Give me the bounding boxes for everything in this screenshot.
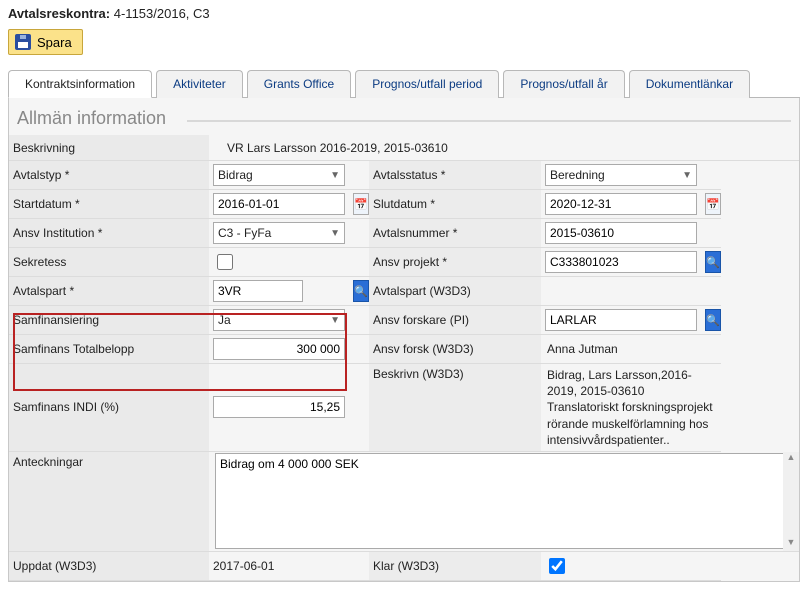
- avtalsnummer-input[interactable]: [545, 222, 697, 244]
- tab-prognos-ar[interactable]: Prognos/utfall år: [503, 70, 624, 98]
- search-icon[interactable]: 🔍: [705, 309, 721, 331]
- ansv-forsk-w3d3-value: Anna Jutman: [541, 335, 701, 364]
- ansv-forskare-label: Ansv forskare (PI): [369, 306, 541, 335]
- ansv-projekt-label: Ansv projekt *: [369, 248, 541, 277]
- beskrivning-value: VR Lars Larsson 2016-2019, 2015-03610: [209, 135, 799, 161]
- samfinansiering-label: Samfinansiering: [9, 306, 209, 335]
- beskrivn-w3d3-value: Bidrag, Lars Larsson,2016-2019, 2015-036…: [541, 364, 721, 452]
- tab-grants-office[interactable]: Grants Office: [247, 70, 351, 98]
- section-title: Allmän information: [9, 98, 799, 135]
- avtalsstatus-label: Avtalsstatus *: [369, 161, 541, 190]
- samfinans-indi-label: Samfinans INDI (%): [9, 364, 209, 452]
- avtalstyp-select[interactable]: Bidrag ▼: [213, 164, 345, 186]
- scrollbar[interactable]: ▲▼: [783, 452, 799, 551]
- avtalsnummer-label: Avtalsnummer *: [369, 219, 541, 248]
- samfinans-indi-input[interactable]: [213, 396, 345, 418]
- ansv-institution-value: C3 - FyFa: [218, 226, 271, 240]
- page-title-label: Avtalsreskontra:: [8, 6, 110, 21]
- calendar-icon[interactable]: 📅: [705, 193, 721, 215]
- startdatum-input[interactable]: [213, 193, 345, 215]
- ansv-projekt-input[interactable]: [545, 251, 697, 273]
- beskrivning-label: Beskrivning: [9, 135, 209, 161]
- avtalsstatus-value: Beredning: [550, 168, 605, 182]
- beskrivn-w3d3-label: Beskrivn (W3D3): [369, 364, 541, 452]
- search-icon[interactable]: 🔍: [353, 280, 369, 302]
- anteckningar-label: Anteckningar: [9, 452, 209, 552]
- page-title: Avtalsreskontra: 4-1153/2016, C3: [8, 4, 800, 29]
- avtalspart-w3d3-value: [541, 277, 701, 306]
- chevron-down-icon: ▼: [330, 228, 340, 239]
- avtalstyp-label: Avtalstyp *: [9, 161, 209, 190]
- avtalspart-label: Avtalspart *: [9, 277, 209, 306]
- avtalstyp-value: Bidrag: [218, 168, 253, 182]
- save-button-label: Spara: [37, 35, 72, 50]
- ansv-institution-label: Ansv Institution *: [9, 219, 209, 248]
- samfinansiering-select[interactable]: Ja ▼: [213, 309, 345, 331]
- tab-dokumentlankar[interactable]: Dokumentlänkar: [629, 70, 750, 98]
- klar-checkbox[interactable]: [549, 558, 565, 574]
- avtalspart-input[interactable]: [213, 280, 303, 302]
- slutdatum-input[interactable]: [545, 193, 697, 215]
- chevron-down-icon: ▼: [682, 170, 692, 181]
- slutdatum-label: Slutdatum *: [369, 190, 541, 219]
- ansv-institution-select[interactable]: C3 - FyFa ▼: [213, 222, 345, 244]
- chevron-down-icon: ▼: [330, 170, 340, 181]
- chevron-down-icon: ▼: [330, 315, 340, 326]
- samfinansiering-value: Ja: [218, 313, 231, 327]
- tab-prognos-period[interactable]: Prognos/utfall period: [355, 70, 499, 98]
- samfinans-total-label: Samfinans Totalbelopp: [9, 335, 209, 364]
- uppdat-label: Uppdat (W3D3): [9, 552, 209, 581]
- ansv-forsk-w3d3-label: Ansv forsk (W3D3): [369, 335, 541, 364]
- calendar-icon[interactable]: 📅: [353, 193, 369, 215]
- sekretess-checkbox[interactable]: [217, 254, 233, 270]
- ansv-forskare-input[interactable]: [545, 309, 697, 331]
- startdatum-label: Startdatum *: [9, 190, 209, 219]
- avtalspart-w3d3-label: Avtalspart (W3D3): [369, 277, 541, 306]
- page-title-value: 4-1153/2016, C3: [114, 6, 210, 21]
- avtalsstatus-select[interactable]: Beredning ▼: [545, 164, 697, 186]
- save-button[interactable]: Spara: [8, 29, 83, 55]
- anteckningar-textarea[interactable]: [215, 453, 797, 549]
- uppdat-value: 2017-06-01: [209, 552, 369, 581]
- tab-bar: Kontraktsinformation Aktiviteter Grants …: [8, 69, 800, 98]
- sekretess-label: Sekretess: [9, 248, 209, 277]
- samfinans-total-input[interactable]: [213, 338, 345, 360]
- search-icon[interactable]: 🔍: [705, 251, 721, 273]
- tab-aktiviteter[interactable]: Aktiviteter: [156, 70, 243, 98]
- tab-kontraktsinformation[interactable]: Kontraktsinformation: [8, 70, 152, 98]
- klar-label: Klar (W3D3): [369, 552, 541, 581]
- save-icon: [15, 34, 31, 50]
